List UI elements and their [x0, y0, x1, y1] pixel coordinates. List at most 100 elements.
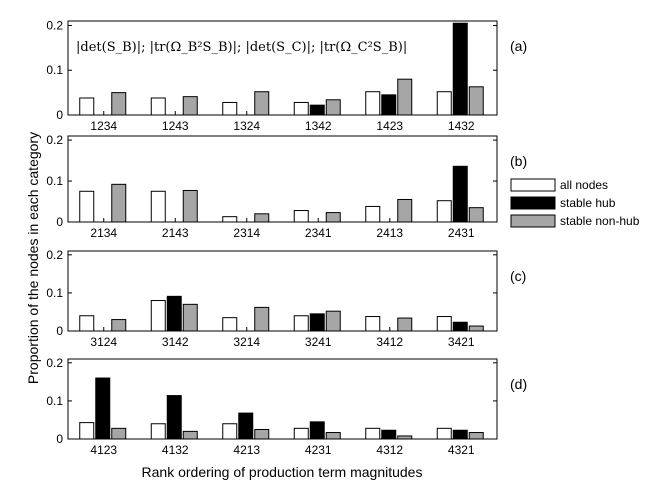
legend-label: stable hub: [560, 196, 616, 210]
bar-stable-hub-3142: [166, 295, 182, 332]
x-tick-label: 1432: [448, 119, 475, 133]
x-tick-label: 4123: [90, 443, 117, 457]
x-tick-label: 4132: [162, 443, 189, 457]
bar-stable-non-hub-4321: [468, 432, 484, 440]
bar-stable-non-hub-1432: [468, 86, 484, 116]
bar-all-nodes-4231: [293, 427, 309, 440]
y-tick-label: 0: [56, 432, 63, 446]
bar-stable-non-hub-4123: [111, 427, 127, 440]
y-tick-label: 0.1: [46, 286, 63, 300]
bar-stable-non-hub-4213: [254, 428, 270, 440]
panel-c: 0 0.1 0.2 3124 3142 3214 3241 3412 3421 (c): [46, 248, 526, 349]
bar-stable-hub-4312: [381, 429, 397, 440]
y-tick-label: 0.2: [46, 248, 63, 262]
legend-swatch: [510, 196, 556, 210]
x-tick-label: 4213: [233, 443, 260, 457]
bar-stable-non-hub-4132: [182, 430, 198, 440]
bar-all-nodes-4213: [222, 423, 238, 440]
bar-all-nodes-4321: [436, 427, 452, 440]
bar-stable-hub-4132: [166, 395, 182, 440]
bar-all-nodes-3124: [79, 315, 95, 332]
bar-all-nodes-1243: [150, 97, 166, 116]
bar-stable-non-hub-2143: [182, 189, 198, 223]
bar-stable-non-hub-3412: [397, 317, 413, 332]
bar-all-nodes-3421: [436, 316, 452, 332]
bar-all-nodes-2341: [293, 210, 309, 223]
panel-frame: [67, 135, 498, 223]
bar-all-nodes-1234: [79, 97, 95, 116]
x-tick-label: 1324: [233, 119, 260, 133]
bar-stable-non-hub-2314: [254, 213, 270, 223]
panel-a: 0 0.1 0.2 1234 1243 1324 1342 1423 1432 (a): [46, 18, 527, 133]
panel-frame: [67, 20, 498, 116]
x-tick-label: 3124: [90, 335, 117, 349]
bar-stable-hub-3421: [452, 321, 468, 332]
x-tick-label: 2431: [448, 226, 475, 240]
legend-label: stable non-hub: [560, 214, 640, 228]
bar-all-nodes-2143: [150, 190, 166, 223]
determinant-trace-annotation: |det(S_B)|; |tr(Ω_B²S_B)|; |det(S_C)|; |…: [76, 40, 407, 55]
y-axis-label: Proportion of the nodes in each category: [25, 132, 41, 384]
bar-stable-non-hub-3124: [111, 319, 127, 332]
panels-group: 0 0.1 0.2 1234 1243 1324 1342 1423 1432 (a) 0 0.1 0.…: [46, 18, 527, 457]
bar-stable-non-hub-1342: [325, 99, 341, 116]
x-tick-label: 1234: [90, 119, 117, 133]
panel-label: (b): [510, 153, 527, 169]
bar-all-nodes-3412: [365, 316, 381, 332]
x-tick-label: 2413: [376, 226, 403, 240]
bar-stable-non-hub-2134: [111, 183, 127, 223]
y-tick-label: 0.1: [46, 63, 63, 77]
bar-stable-non-hub-3142: [182, 303, 198, 332]
bar-stable-non-hub-1243: [182, 96, 198, 116]
x-tick-label: 3412: [376, 335, 403, 349]
bar-all-nodes-2134: [79, 190, 95, 223]
bar-all-nodes-1342: [293, 101, 309, 116]
bar-stable-hub-4213: [238, 412, 254, 440]
bar-all-nodes-1423: [365, 91, 381, 116]
bar-all-nodes-4123: [79, 422, 95, 440]
bar-stable-hub-1342: [309, 104, 325, 116]
bar-stable-hub-3241: [309, 313, 325, 332]
panel-label: (c): [510, 268, 526, 284]
x-tick-label: 3241: [305, 335, 332, 349]
y-tick-label: 0.1: [46, 394, 63, 408]
bar-stable-hub-1432: [452, 22, 468, 116]
x-tick-label: 1243: [162, 119, 189, 133]
bar-all-nodes-4132: [150, 423, 166, 440]
bar-all-nodes-1324: [222, 101, 238, 116]
legend: all nodes stable hub stable non-hub: [509, 175, 659, 232]
bar-stable-non-hub-3421: [468, 325, 484, 332]
bar-stable-non-hub-1423: [397, 78, 413, 116]
legend-label: all nodes: [560, 178, 608, 192]
y-tick-label: 0.2: [46, 356, 63, 370]
x-tick-label: 4231: [305, 443, 332, 457]
bar-all-nodes-4312: [365, 427, 381, 440]
y-tick-label: 0: [56, 324, 63, 338]
bar-all-nodes-1432: [436, 91, 452, 116]
x-tick-label: 3421: [448, 335, 475, 349]
bar-all-nodes-3241: [293, 315, 309, 332]
panel-label: (a): [510, 38, 527, 54]
x-tick-label: 3214: [233, 335, 260, 349]
y-tick-label: 0.2: [46, 133, 63, 147]
bar-stable-hub-4231: [309, 421, 325, 440]
y-tick-label: 0.2: [46, 18, 63, 32]
x-tick-label: 4321: [448, 443, 475, 457]
bar-stable-non-hub-3214: [254, 306, 270, 332]
x-tick-label: 3142: [162, 335, 189, 349]
bar-stable-hub-4321: [452, 429, 468, 440]
x-tick-label: 2134: [90, 226, 117, 240]
y-tick-label: 0: [56, 215, 63, 229]
bar-stable-non-hub-2431: [468, 207, 484, 223]
bar-all-nodes-2413: [365, 205, 381, 223]
bar-stable-non-hub-2341: [325, 212, 341, 223]
panel-d: 0 0.1 0.2 4123 4132 4213 4231 4312 4321 (d): [46, 356, 527, 457]
bar-all-nodes-2431: [436, 200, 452, 223]
y-tick-label: 0.1: [46, 174, 63, 188]
legend-swatch: [510, 214, 556, 228]
bar-stable-non-hub-2413: [397, 198, 413, 223]
bar-stable-hub-1423: [381, 94, 397, 116]
x-tick-label: 1423: [376, 119, 403, 133]
